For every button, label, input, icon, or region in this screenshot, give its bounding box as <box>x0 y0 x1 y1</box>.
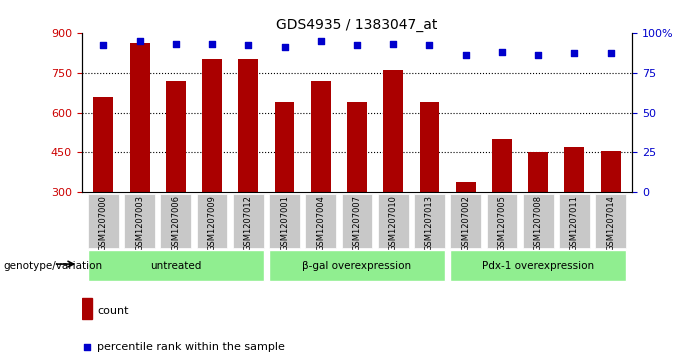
Point <box>424 42 435 48</box>
Title: GDS4935 / 1383047_at: GDS4935 / 1383047_at <box>276 18 438 32</box>
Point <box>134 38 145 44</box>
Text: GSM1207005: GSM1207005 <box>498 195 507 251</box>
Bar <box>202 59 222 192</box>
FancyBboxPatch shape <box>88 250 264 281</box>
Text: GSM1207010: GSM1207010 <box>389 195 398 251</box>
Bar <box>82 298 92 319</box>
Bar <box>456 182 476 192</box>
Bar <box>420 102 439 192</box>
Text: Pdx-1 overexpression: Pdx-1 overexpression <box>482 261 594 271</box>
Text: GSM1207009: GSM1207009 <box>207 195 216 251</box>
Text: GSM1207014: GSM1207014 <box>606 195 615 251</box>
FancyBboxPatch shape <box>595 193 626 248</box>
Bar <box>492 139 512 192</box>
Text: percentile rank within the sample: percentile rank within the sample <box>97 342 285 352</box>
Point <box>605 50 616 56</box>
Text: GSM1207002: GSM1207002 <box>461 195 470 251</box>
FancyBboxPatch shape <box>269 250 445 281</box>
FancyBboxPatch shape <box>305 193 336 248</box>
Bar <box>564 147 584 192</box>
FancyBboxPatch shape <box>341 193 373 248</box>
FancyBboxPatch shape <box>88 193 119 248</box>
Text: GSM1207012: GSM1207012 <box>244 195 253 251</box>
FancyBboxPatch shape <box>160 193 191 248</box>
Bar <box>347 102 367 192</box>
Text: GSM1207008: GSM1207008 <box>534 195 543 251</box>
FancyBboxPatch shape <box>124 193 155 248</box>
Text: GSM1207001: GSM1207001 <box>280 195 289 251</box>
FancyBboxPatch shape <box>197 193 227 248</box>
Text: GSM1207000: GSM1207000 <box>99 195 108 251</box>
Point <box>171 41 182 47</box>
FancyBboxPatch shape <box>523 193 554 248</box>
Point <box>388 41 398 47</box>
FancyBboxPatch shape <box>559 193 590 248</box>
Text: GSM1207003: GSM1207003 <box>135 195 144 251</box>
Point <box>279 44 290 50</box>
Point <box>316 38 326 44</box>
Point <box>98 42 109 48</box>
Bar <box>238 59 258 192</box>
FancyBboxPatch shape <box>233 193 264 248</box>
Bar <box>93 97 114 192</box>
Bar <box>275 102 294 192</box>
Text: GSM1207013: GSM1207013 <box>425 195 434 251</box>
FancyBboxPatch shape <box>378 193 409 248</box>
Point <box>396 179 407 184</box>
Bar <box>311 81 330 192</box>
Text: genotype/variation: genotype/variation <box>3 261 103 271</box>
Point <box>243 42 254 48</box>
FancyBboxPatch shape <box>450 250 626 281</box>
FancyBboxPatch shape <box>487 193 517 248</box>
FancyBboxPatch shape <box>414 193 445 248</box>
FancyBboxPatch shape <box>450 193 481 248</box>
Text: count: count <box>97 306 129 316</box>
Text: GSM1207007: GSM1207007 <box>352 195 362 251</box>
Text: GSM1207011: GSM1207011 <box>570 195 579 251</box>
Text: β-gal overexpression: β-gal overexpression <box>303 261 411 271</box>
Text: GSM1207004: GSM1207004 <box>316 195 325 251</box>
Point <box>207 41 218 47</box>
Point <box>532 52 543 58</box>
Bar <box>130 43 150 192</box>
Bar <box>384 70 403 192</box>
Text: untreated: untreated <box>150 261 201 271</box>
Bar <box>528 152 548 192</box>
Text: GSM1207006: GSM1207006 <box>171 195 180 251</box>
Point <box>352 42 362 48</box>
Point <box>460 52 471 58</box>
Bar <box>166 81 186 192</box>
Point <box>496 49 507 55</box>
Point <box>569 50 580 56</box>
FancyBboxPatch shape <box>269 193 300 248</box>
Bar <box>600 151 621 192</box>
